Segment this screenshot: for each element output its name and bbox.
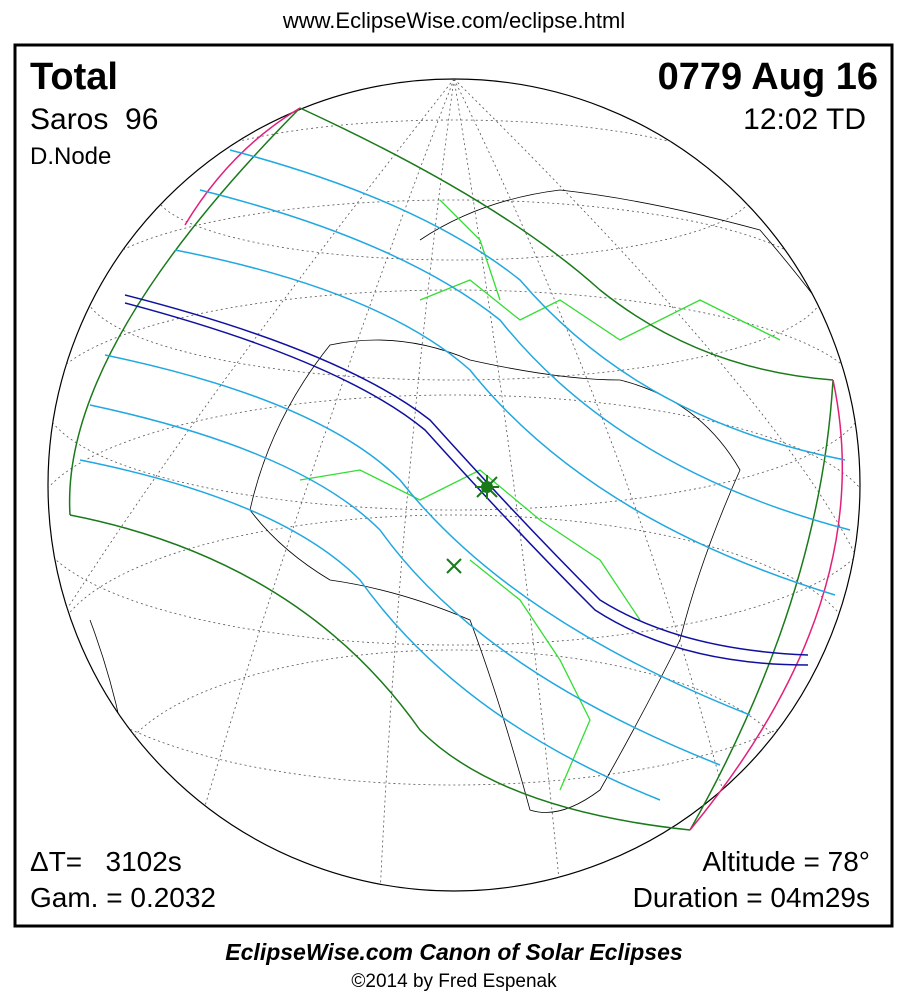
- greatest-duration-marker: [446, 558, 462, 574]
- eclipse-type: Total: [30, 56, 118, 98]
- globe: [47, 78, 861, 892]
- node: D.Node: [30, 143, 112, 170]
- eclipse-curves: [68, 107, 851, 831]
- url: www.EclipseWise.com/eclipse.html: [282, 8, 626, 33]
- footer-credit: ©2014 by Fred Espenak: [351, 971, 557, 992]
- time: 12:02 TD: [743, 103, 866, 136]
- gamma: Gam. = 0.2032: [30, 882, 217, 913]
- duration: Duration = 04m29s: [632, 882, 870, 913]
- eclipse-date: 0779 Aug 16: [657, 56, 878, 98]
- saros: Saros 96: [30, 103, 159, 136]
- greatest-eclipse-marker: [475, 475, 499, 499]
- delta-t: ΔT= 3102s: [30, 846, 182, 877]
- frame: [13, 43, 894, 928]
- altitude: Altitude = 78°: [702, 846, 870, 877]
- footer-title: EclipseWise.com Canon of Solar Eclipses: [225, 939, 683, 965]
- borders: [299, 199, 781, 791]
